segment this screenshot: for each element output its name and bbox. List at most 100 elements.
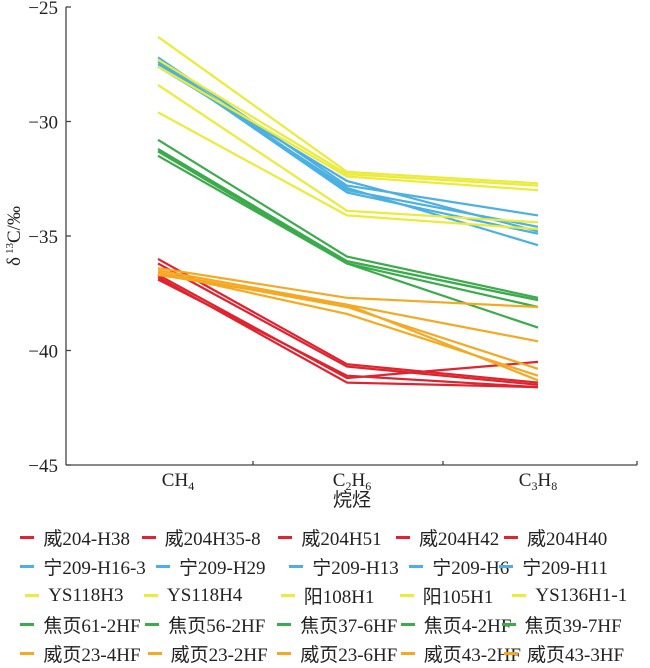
legend-item: 威204H51 <box>278 524 382 551</box>
legend-label: 威页43-2HF <box>423 645 521 666</box>
series-line-11 <box>157 35 539 185</box>
legend-swatch <box>277 652 292 655</box>
legend-swatch <box>145 623 160 626</box>
y-tick-label: −30 <box>28 113 58 134</box>
legend-label: 阳105H1 <box>422 587 494 608</box>
legend-label: 焦页61-2HF <box>43 616 141 637</box>
legend-item: 焦页61-2HF <box>20 611 141 638</box>
x-tick-label: C3H8 <box>519 470 557 493</box>
legend-label: YS118H4 <box>167 584 243 606</box>
legend-swatch <box>156 565 170 568</box>
chart: −25 −30 −35 −40 −45 CH4 C2H6 C3H8 烷烃 δ 13C/‰ <box>4 0 638 511</box>
legend-item: 威204-H38 <box>20 524 130 551</box>
y-tick-label: −35 <box>28 227 58 248</box>
legend-swatch <box>144 594 158 597</box>
series-line-10 <box>157 65 539 233</box>
legend-item: 威页23-6HF <box>277 640 397 667</box>
legend-label: 宁209-H13 <box>312 558 399 579</box>
series-line-20 <box>157 150 539 329</box>
y-axis-title-rest: C/‰ <box>4 206 25 243</box>
legend-label: 威页23-2HF <box>170 645 268 666</box>
y-axis-title-delta: δ <box>4 257 25 266</box>
legend-row: 威204-H38 威204H35-8 威204H51 威204H42 威204H40 <box>18 523 650 552</box>
legend-swatch <box>400 652 415 655</box>
legend-label: 威204H35-8 <box>164 529 261 550</box>
legend-item: 焦页39-7HF <box>501 611 622 638</box>
series-line-15 <box>157 111 539 231</box>
legend-label: 宁209-H11 <box>522 558 609 579</box>
legend-item: 宁209-H11 <box>499 553 608 580</box>
series-lines <box>157 35 539 389</box>
legend-swatch <box>399 594 414 597</box>
x-axis-title: 烷烃 <box>333 489 371 511</box>
legend-item: 威页23-2HF <box>147 640 268 667</box>
legend-item: 焦页4-2HF <box>400 611 512 638</box>
legend-label: 阳108H1 <box>303 587 375 608</box>
x-tick-label: CH4 <box>162 470 194 493</box>
legend-swatch <box>409 565 424 568</box>
series-line-12 <box>157 58 539 187</box>
x-ticks: CH4 C2H6 C3H8 <box>162 461 557 493</box>
y-axis-title-sup: 13 <box>4 243 16 255</box>
series-line-8 <box>157 61 539 235</box>
legend-swatch <box>400 623 415 626</box>
legend-label: 威204H40 <box>527 529 608 550</box>
legend-swatch <box>280 594 295 597</box>
legend-label: YS136H1-1 <box>535 584 628 606</box>
series-line-16 <box>157 138 539 299</box>
legend-row: 威页23-4HF 威页23-2HF 威页23-6HF 威页43-2HF 威页43-3HF <box>18 639 650 668</box>
legend-swatch <box>504 536 518 539</box>
legend-swatch <box>396 536 410 539</box>
legend-item: 威204H40 <box>504 524 607 551</box>
series-line-13 <box>157 65 539 192</box>
series-line-2 <box>157 262 539 386</box>
legend-swatch <box>289 565 304 568</box>
legend-label: 威204H42 <box>419 529 500 550</box>
series-line-25 <box>157 273 539 382</box>
legend-label: 威页23-4HF <box>43 645 141 666</box>
legend-item: 阳108H1 <box>280 582 375 609</box>
legend-label: 焦页4-2HF <box>423 616 512 637</box>
legend-swatch <box>504 652 518 655</box>
legend-swatch <box>20 623 35 626</box>
legend-label: 威页23-6HF <box>300 645 398 666</box>
series-line-21 <box>157 267 539 309</box>
legend-item: 威页23-4HF <box>20 640 141 667</box>
legend-item: 威页43-2HF <box>400 640 521 667</box>
legend-swatch <box>20 652 35 655</box>
legend-item: 威204H35-8 <box>141 524 261 551</box>
legend-item: 宁209-H13 <box>289 553 399 580</box>
legend-swatch <box>501 623 516 626</box>
legend-item: 威页43-3HF <box>504 640 624 667</box>
y-tick-label: −25 <box>28 0 58 19</box>
legend-item: YS118H3 <box>25 584 124 607</box>
series-line-14 <box>157 83 539 224</box>
legend-label: 威204-H38 <box>43 529 130 550</box>
legend-swatch <box>277 623 292 626</box>
legend-label: YS118H3 <box>48 584 124 606</box>
legend-label: 焦页56-2HF <box>168 616 266 637</box>
legend-swatch <box>20 565 35 568</box>
y-tick-label: −40 <box>28 342 58 363</box>
x-tick-label: C2H6 <box>333 470 371 493</box>
legend-swatch <box>20 536 35 539</box>
legend-swatch <box>278 536 293 539</box>
legend-label: 威页43-3HF <box>527 645 625 666</box>
legend-item: 焦页56-2HF <box>145 611 265 638</box>
series-line-5 <box>157 278 539 389</box>
legend: 威204-H38 威204H35-8 威204H51 威204H42 威204H40 宁2… <box>18 523 650 668</box>
series-line-1 <box>157 257 539 384</box>
y-ticks: −25 −30 −35 −40 −45 <box>28 0 71 477</box>
legend-item: 焦页37-6HF <box>277 611 397 638</box>
legend-label: 焦页39-7HF <box>524 616 622 637</box>
legend-item: 阳105H1 <box>399 582 494 609</box>
legend-swatch <box>499 565 514 568</box>
legend-item: 宁209-H16-3 <box>20 553 146 580</box>
legend-row: 宁209-H16-3 宁209-H29 宁209-H13 宁209-H6 宁209-H1… <box>18 552 650 581</box>
legend-swatch <box>147 652 162 655</box>
legend-label: 宁209-H6 <box>432 558 510 579</box>
legend-swatch <box>25 594 40 597</box>
legend-item: YS136H1-1 <box>512 585 627 607</box>
legend-item: 威204H42 <box>396 524 499 551</box>
y-tick-label: −45 <box>28 456 58 477</box>
